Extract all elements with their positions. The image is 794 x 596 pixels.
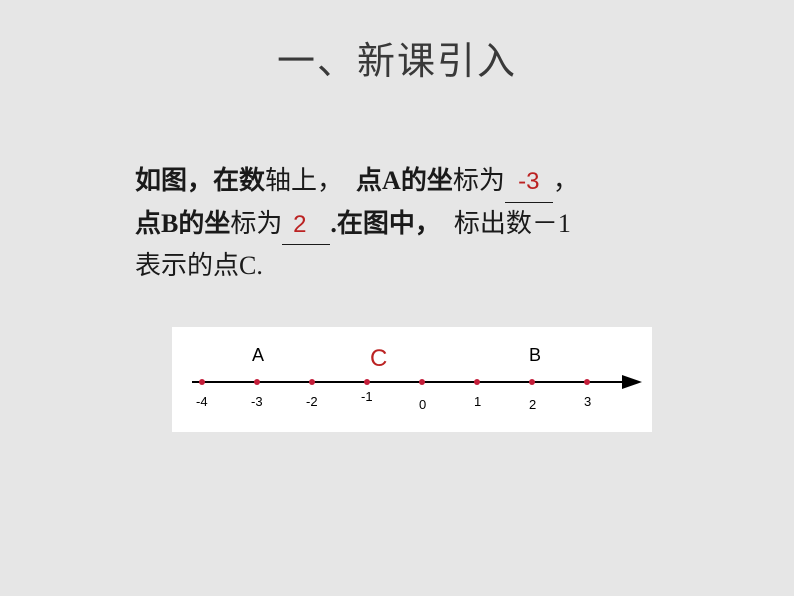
- text-bold-5: .在图中，: [330, 209, 441, 238]
- answer-2: 2: [293, 211, 306, 238]
- tick-point-3: [364, 379, 370, 385]
- slide-title: 一、新课引入: [0, 0, 794, 85]
- text-bold-1: 如图，: [135, 166, 213, 195]
- tick-point-7: [584, 379, 590, 385]
- num-4: 0: [419, 397, 426, 412]
- label-b: B: [529, 345, 541, 366]
- number-line-svg: [172, 327, 652, 432]
- num-1: -3: [251, 394, 263, 409]
- text-plain-2: 标为: [453, 166, 505, 195]
- text-bold-4: 点B的坐: [135, 209, 230, 238]
- arrow-head: [622, 375, 642, 389]
- label-c: C: [370, 345, 387, 373]
- num-3: -1: [361, 389, 373, 404]
- num-5: 1: [474, 394, 481, 409]
- tick-point-1: [254, 379, 260, 385]
- tick-point-6: [529, 379, 535, 385]
- blank-2: 2: [282, 203, 330, 246]
- num-2: -2: [306, 394, 318, 409]
- answer-1: -3: [518, 168, 539, 195]
- text-line3: 表示的点C.: [135, 251, 263, 280]
- tick-point-0: [199, 379, 205, 385]
- label-a: A: [252, 345, 264, 366]
- content-text: 如图，在数轴上， 点A的坐标为-3， 点B的坐标为2 .在图中， 标出数－1 表…: [135, 160, 674, 287]
- text-bold-3: 点A的坐: [356, 166, 453, 195]
- text-plain-1: 轴上，: [265, 166, 343, 195]
- text-plain-4: 标为: [230, 209, 282, 238]
- text-bold-2: 在数: [213, 166, 265, 195]
- blank-1: -3: [505, 160, 553, 203]
- tick-point-4: [419, 379, 425, 385]
- number-line-container: A C B -4 -3 -2 -1 0 1 2 3: [172, 327, 652, 432]
- num-7: 3: [584, 394, 591, 409]
- text-plain-3: ，: [553, 166, 579, 195]
- tick-point-2: [309, 379, 315, 385]
- num-0: -4: [196, 394, 208, 409]
- tick-point-5: [474, 379, 480, 385]
- num-6: 2: [529, 397, 536, 412]
- text-plain-5: 标出数－1: [454, 209, 571, 238]
